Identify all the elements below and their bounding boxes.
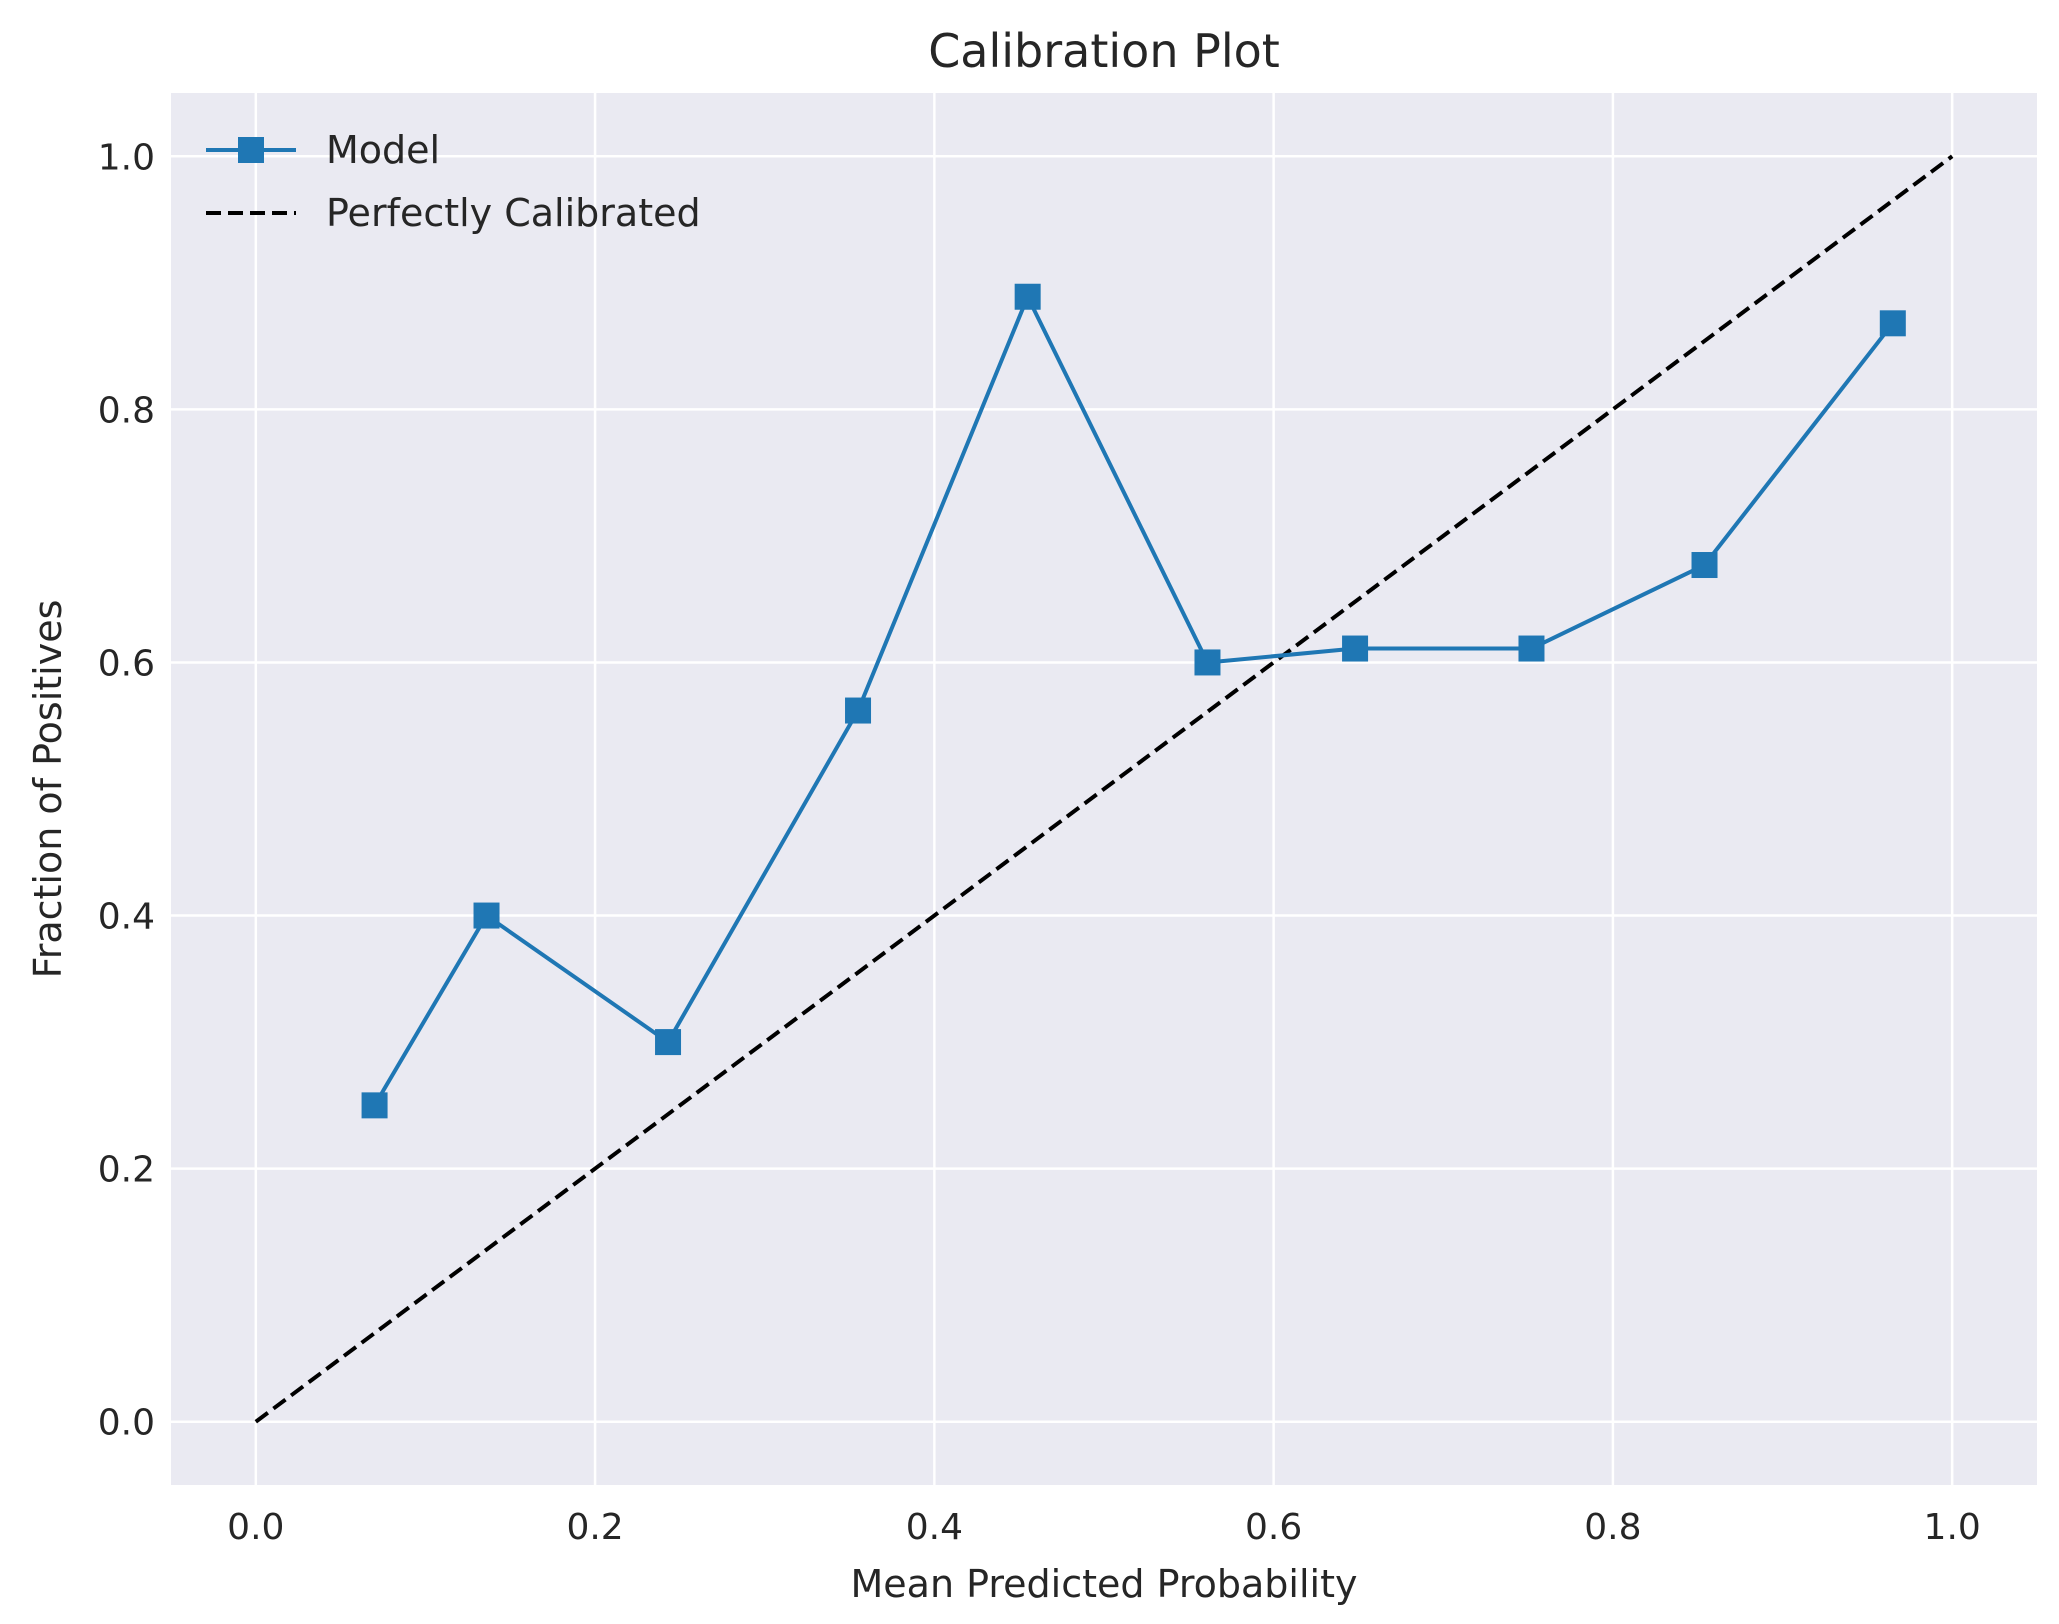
y-tick-label: 0.4	[98, 897, 155, 938]
y-tick-label: 0.6	[98, 643, 155, 684]
x-tick-label: 0.8	[1584, 1507, 1641, 1548]
model-point	[1879, 310, 1906, 337]
model-point	[361, 1092, 388, 1119]
model-point	[1342, 635, 1369, 662]
y-tick-label: 1.0	[98, 137, 155, 178]
model-point	[473, 902, 500, 929]
model-point	[1194, 649, 1221, 676]
series-layer	[254, 154, 1954, 1424]
perfectly-calibrated-line	[254, 154, 1954, 1424]
model-point	[655, 1029, 682, 1056]
model-point	[1518, 635, 1545, 662]
legend-model-label: Model	[326, 128, 440, 172]
x-tick-label: 1.0	[1924, 1507, 1981, 1548]
x-tick-label: 0.6	[1245, 1507, 1302, 1548]
x-tick-label: 0.2	[566, 1507, 623, 1548]
y-tick-labels: 0.0 0.2 0.4 0.6 0.8 1.0	[98, 137, 155, 1443]
y-tick-label: 0.2	[98, 1150, 155, 1191]
legend: Model Perfectly Calibrated	[206, 128, 701, 235]
model-point	[1691, 552, 1718, 579]
x-tick-labels: 0.0 0.2 0.4 0.6 0.8 1.0	[227, 1507, 1981, 1548]
y-axis-label: Fraction of Positives	[26, 600, 70, 979]
chart-title: Calibration Plot	[928, 24, 1280, 78]
model-line	[372, 294, 1895, 1107]
model-point	[845, 697, 872, 724]
legend-model-marker	[238, 137, 264, 163]
model-point	[1014, 283, 1041, 310]
x-tick-label: 0.0	[227, 1507, 284, 1548]
x-tick-label: 0.4	[906, 1507, 963, 1548]
x-axis-label: Mean Predicted Probability	[851, 1562, 1358, 1606]
y-tick-label: 0.8	[98, 390, 155, 431]
y-tick-label: 0.0	[98, 1403, 155, 1444]
legend-diagonal-label: Perfectly Calibrated	[326, 191, 701, 235]
